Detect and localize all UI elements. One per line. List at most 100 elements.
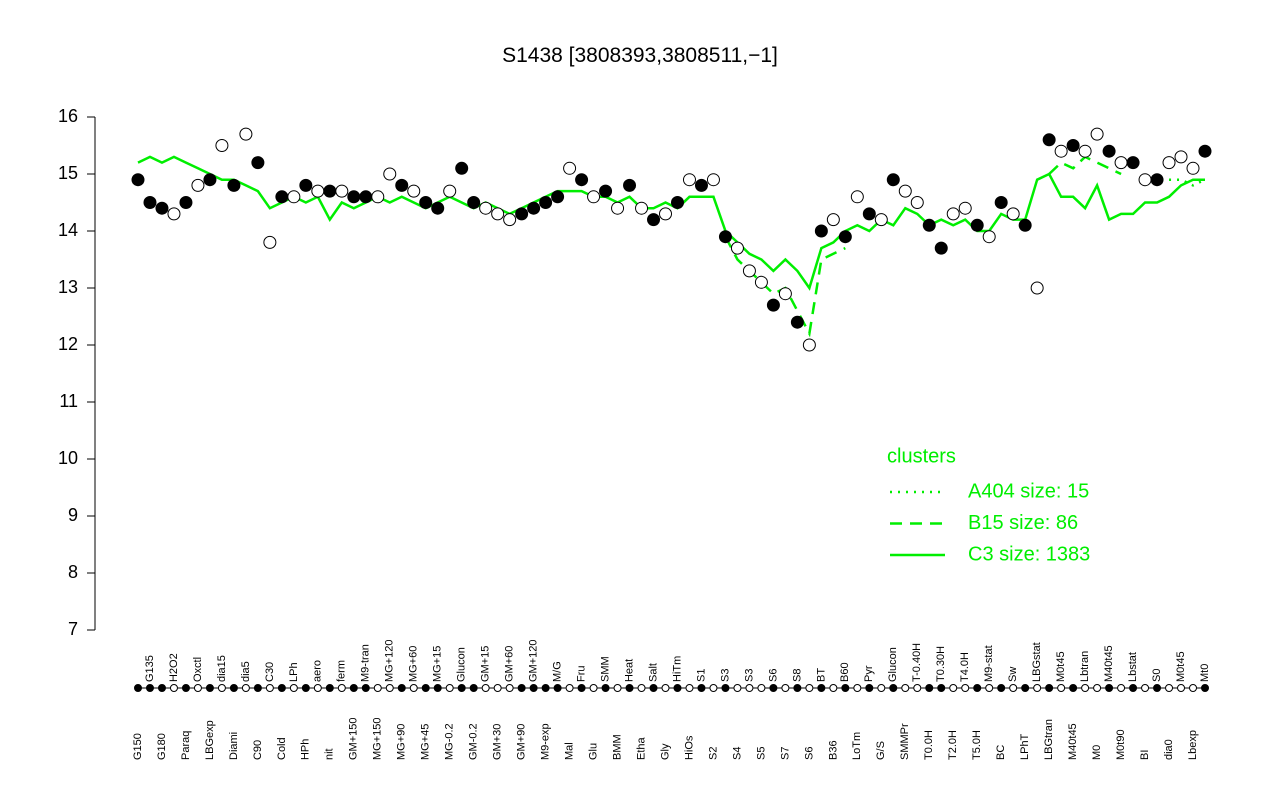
rug-marker xyxy=(1045,684,1054,692)
cluster-line xyxy=(137,155,1205,291)
point xyxy=(515,207,529,221)
point xyxy=(934,241,948,255)
rug-marker xyxy=(625,684,634,692)
point xyxy=(347,190,361,204)
point xyxy=(383,167,397,181)
rug-marker xyxy=(565,684,574,692)
x-tick-label: S7 xyxy=(779,747,791,760)
rug-marker xyxy=(1093,684,1102,692)
point xyxy=(1054,144,1068,158)
x-tick-label: MG+60 xyxy=(408,646,420,682)
rug-marker xyxy=(469,684,478,692)
cluster-line xyxy=(1048,155,1122,176)
point xyxy=(1018,218,1032,232)
point xyxy=(575,173,589,187)
point xyxy=(946,207,960,221)
point xyxy=(922,218,936,232)
rug-marker xyxy=(817,684,826,692)
rug-marker xyxy=(637,684,646,692)
rug-marker xyxy=(1057,684,1066,692)
x-tick-label: S6 xyxy=(767,669,779,682)
legend-label: B15 size: 86 xyxy=(968,512,1078,534)
point xyxy=(910,196,924,209)
x-tick-label: MG+45 xyxy=(420,724,432,760)
rug-marker xyxy=(973,684,982,692)
rug-marker xyxy=(361,684,370,692)
rug-marker xyxy=(205,684,214,692)
rug-marker xyxy=(613,684,622,692)
point xyxy=(694,178,708,192)
rug-marker xyxy=(865,684,874,692)
rug-marker xyxy=(169,684,178,692)
legend-label: C3 size: 1383 xyxy=(968,543,1090,565)
x-tick-label: GM+30 xyxy=(492,724,504,760)
rug-marker xyxy=(1189,684,1198,692)
rug-marker xyxy=(829,684,838,692)
x-tick-label: Mal xyxy=(564,742,576,760)
x-tick-label: GM+15 xyxy=(480,646,492,682)
x-tick-label: M0t45 xyxy=(1055,651,1067,682)
point xyxy=(814,224,828,238)
rug-marker xyxy=(601,684,610,692)
point xyxy=(431,201,445,215)
rug-marker xyxy=(265,684,274,692)
x-tick-label: Etha xyxy=(635,736,647,760)
x-tick-label: G180 xyxy=(156,733,168,760)
point xyxy=(898,184,912,198)
x-tick-label: MG+90 xyxy=(396,724,408,760)
rug-marker xyxy=(673,684,682,692)
rug-marker xyxy=(877,684,886,692)
rug-marker xyxy=(241,684,250,692)
rug-marker xyxy=(397,684,406,692)
rug-marker xyxy=(553,684,562,692)
rug-marker xyxy=(985,684,994,692)
rug-marker xyxy=(745,684,754,692)
point xyxy=(275,190,289,204)
x-tick-label: Glucon xyxy=(887,647,899,682)
x-tick-label: MG+150 xyxy=(372,718,384,761)
point xyxy=(239,127,253,141)
x-tick-label: LPh xyxy=(288,662,300,682)
point xyxy=(143,196,157,209)
point xyxy=(754,275,768,289)
point xyxy=(611,201,625,215)
rug-marker xyxy=(1009,684,1018,692)
rug-marker xyxy=(757,684,766,692)
rug-marker xyxy=(649,684,658,692)
x-tick-label: Lbexp xyxy=(1187,730,1199,760)
x-tick-label: G135 xyxy=(144,655,156,682)
y-tick-label: 13 xyxy=(58,277,78,297)
point xyxy=(790,315,804,329)
point xyxy=(838,230,852,244)
rug-marker xyxy=(313,684,322,692)
rug-marker xyxy=(373,684,382,692)
x-tick-label: aero xyxy=(312,660,324,682)
x-tick-label: H2O2 xyxy=(168,653,180,682)
point xyxy=(982,230,996,244)
rug-marker xyxy=(145,684,154,692)
x-tick-label: M0 xyxy=(1091,745,1103,760)
rug-marker xyxy=(997,684,1006,692)
rug-marker xyxy=(493,684,502,692)
rug-marker xyxy=(889,684,898,692)
chart-title: S1438 [3808393,3808511,−1] xyxy=(502,44,778,67)
x-tick-label: Gly xyxy=(659,743,671,760)
x-tick-label: HPh xyxy=(300,739,312,760)
rug-marker xyxy=(433,684,442,692)
point xyxy=(587,190,601,204)
rug-marker xyxy=(134,684,142,692)
rug-marker xyxy=(349,684,358,692)
x-tick-label: Cold xyxy=(276,737,288,760)
rug-marker xyxy=(529,684,538,692)
rug-marker xyxy=(841,684,850,692)
point xyxy=(970,218,984,232)
rug-marker xyxy=(481,684,490,692)
point xyxy=(647,213,661,227)
point xyxy=(407,184,421,198)
x-tick-label: Mt0 xyxy=(1199,664,1211,682)
point xyxy=(994,196,1008,209)
point xyxy=(1006,207,1020,221)
rug-marker xyxy=(805,684,814,692)
rug-marker xyxy=(253,684,262,692)
x-tick-label: BC xyxy=(995,745,1007,760)
